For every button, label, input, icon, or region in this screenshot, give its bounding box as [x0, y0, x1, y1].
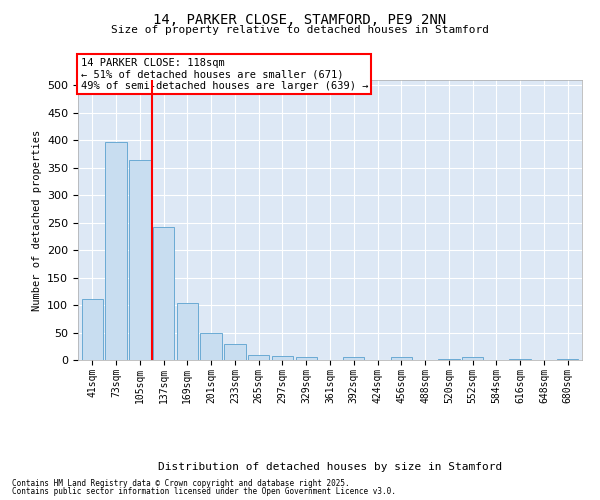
Bar	[391, 358, 412, 360]
Bar	[82, 298, 103, 360]
Bar	[176, 303, 198, 360]
Bar	[106, 142, 127, 360]
Bar	[438, 359, 460, 360]
Bar	[248, 355, 269, 360]
Y-axis label: Number of detached properties: Number of detached properties	[32, 130, 41, 310]
Text: Contains public sector information licensed under the Open Government Licence v3: Contains public sector information licen…	[12, 487, 396, 496]
Bar	[343, 356, 364, 360]
Text: Distribution of detached houses by size in Stamford: Distribution of detached houses by size …	[158, 462, 502, 472]
Bar	[296, 358, 317, 360]
Text: Size of property relative to detached houses in Stamford: Size of property relative to detached ho…	[111, 25, 489, 35]
Bar	[224, 344, 245, 360]
Text: 14, PARKER CLOSE, STAMFORD, PE9 2NN: 14, PARKER CLOSE, STAMFORD, PE9 2NN	[154, 12, 446, 26]
Bar	[272, 356, 293, 360]
Bar	[153, 227, 174, 360]
Text: 14 PARKER CLOSE: 118sqm
← 51% of detached houses are smaller (671)
49% of semi-d: 14 PARKER CLOSE: 118sqm ← 51% of detache…	[80, 58, 368, 91]
Text: Contains HM Land Registry data © Crown copyright and database right 2025.: Contains HM Land Registry data © Crown c…	[12, 478, 350, 488]
Bar	[200, 332, 222, 360]
Bar	[129, 160, 151, 360]
Bar	[462, 356, 484, 360]
